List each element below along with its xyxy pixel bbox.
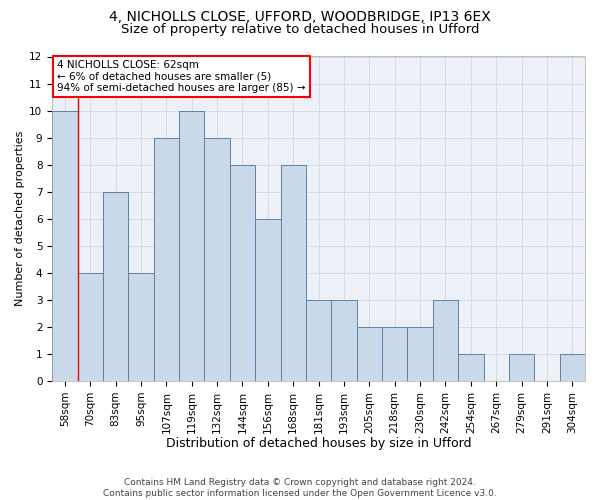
Bar xyxy=(179,110,205,381)
Text: Contains HM Land Registry data © Crown copyright and database right 2024.
Contai: Contains HM Land Registry data © Crown c… xyxy=(103,478,497,498)
Bar xyxy=(458,354,484,381)
Bar xyxy=(331,300,356,381)
Bar xyxy=(128,273,154,381)
Bar xyxy=(77,273,103,381)
Bar xyxy=(230,164,255,381)
Bar xyxy=(356,327,382,381)
Bar xyxy=(382,327,407,381)
Bar xyxy=(281,164,306,381)
Bar xyxy=(433,300,458,381)
Bar xyxy=(560,354,585,381)
Bar xyxy=(52,110,77,381)
Bar xyxy=(103,192,128,381)
Bar xyxy=(306,300,331,381)
Text: Size of property relative to detached houses in Ufford: Size of property relative to detached ho… xyxy=(121,22,479,36)
Bar xyxy=(255,218,281,381)
Bar xyxy=(205,138,230,381)
Y-axis label: Number of detached properties: Number of detached properties xyxy=(15,131,25,306)
X-axis label: Distribution of detached houses by size in Ufford: Distribution of detached houses by size … xyxy=(166,437,472,450)
Bar xyxy=(509,354,534,381)
Bar xyxy=(154,138,179,381)
Text: 4 NICHOLLS CLOSE: 62sqm
← 6% of detached houses are smaller (5)
94% of semi-deta: 4 NICHOLLS CLOSE: 62sqm ← 6% of detached… xyxy=(58,60,306,93)
Bar xyxy=(407,327,433,381)
Text: 4, NICHOLLS CLOSE, UFFORD, WOODBRIDGE, IP13 6EX: 4, NICHOLLS CLOSE, UFFORD, WOODBRIDGE, I… xyxy=(109,10,491,24)
